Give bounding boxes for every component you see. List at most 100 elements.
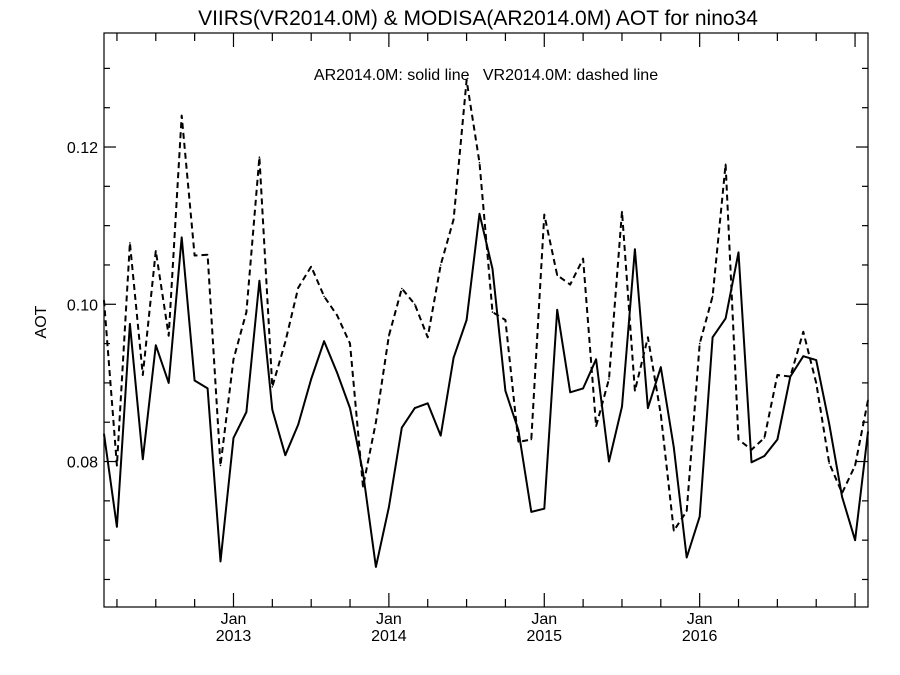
data-point-solid [245, 411, 248, 413]
data-point-dashed [608, 378, 610, 380]
data-point-solid [206, 387, 209, 390]
plot-frame [103, 32, 869, 608]
data-point-dashed [426, 336, 429, 339]
data-point-solid [556, 309, 558, 311]
data-point-solid [776, 438, 779, 441]
data-point-solid [854, 539, 856, 541]
data-point-solid [232, 437, 235, 439]
data-point-solid [737, 251, 740, 254]
data-point-dashed [375, 421, 377, 424]
data-point-dashed [621, 210, 623, 213]
data-point-solid [828, 423, 830, 425]
data-point-solid [219, 560, 222, 563]
data-point-dashed [219, 464, 222, 467]
data-point-solid [439, 434, 442, 437]
data-point-solid [621, 405, 623, 408]
data-point-dashed [245, 311, 248, 313]
x-tick-year-label: 2013 [216, 628, 252, 645]
data-point-solid [414, 407, 416, 409]
data-point-dashed [284, 341, 287, 343]
data-point-solid [608, 460, 610, 463]
y-tick-label: 0.12 [67, 140, 98, 157]
data-point-dashed [789, 375, 792, 378]
data-point-solid [685, 556, 688, 559]
data-point-dashed [530, 438, 533, 441]
data-point-solid [634, 248, 636, 250]
data-point-solid [802, 355, 805, 358]
data-point-solid [595, 358, 597, 361]
data-point-dashed [504, 319, 507, 321]
data-point-dashed [660, 413, 662, 416]
data-point-dashed [206, 253, 209, 256]
data-point-dashed [698, 342, 701, 345]
data-point-dashed [685, 510, 688, 512]
data-point-dashed [724, 163, 727, 166]
data-point-dashed [310, 265, 313, 268]
data-point-dashed [634, 390, 636, 392]
data-point-dashed [673, 529, 675, 532]
data-point-dashed [867, 399, 869, 402]
data-point-dashed [647, 336, 649, 339]
data-point-dashed [155, 250, 157, 252]
data-point-dashed [582, 257, 584, 260]
data-point-solid [763, 455, 766, 457]
data-point-solid [103, 433, 105, 435]
data-point-dashed [569, 283, 571, 286]
x-tick-year-label: 2014 [371, 628, 407, 645]
data-point-dashed [763, 437, 766, 439]
data-point-dashed [465, 79, 468, 81]
data-point-dashed [556, 274, 558, 277]
y-tick-label: 0.10 [67, 297, 98, 314]
data-point-solid [388, 506, 390, 508]
x-tick-month-label: Jan [687, 611, 713, 628]
data-point-dashed [167, 334, 170, 337]
data-point-dashed [103, 299, 105, 302]
data-point-dashed [737, 438, 740, 441]
data-point-solid [867, 430, 869, 433]
series-line-solid [103, 212, 869, 568]
data-point-solid [582, 387, 584, 390]
data-point-dashed [362, 485, 364, 488]
data-point-solid [271, 408, 274, 411]
data-point-dashed [193, 254, 196, 257]
data-point-solid [401, 426, 403, 429]
data-point-dashed [750, 448, 753, 451]
data-point-solid [647, 407, 649, 409]
x-tick-month-label: Jan [376, 611, 402, 628]
data-point-dashed [854, 464, 856, 467]
chart-title: VIIRS(VR2014.0M) & MODISA(AR2014.0M) AOT… [198, 7, 758, 30]
data-point-solid [673, 446, 675, 449]
data-point-solid [336, 371, 338, 374]
data-point-solid [129, 323, 131, 325]
data-point-solid [142, 458, 144, 461]
data-point-solid [323, 340, 325, 343]
data-point-dashed [439, 264, 442, 266]
data-point-dashed [349, 342, 351, 345]
x-tick-month-label: Jan [221, 611, 247, 628]
data-point-dashed [517, 441, 520, 443]
data-point-dashed [336, 314, 338, 317]
data-point-dashed [401, 287, 403, 290]
data-point-solid [452, 356, 455, 359]
data-point-solid [180, 236, 183, 239]
data-point-dashed [776, 374, 779, 376]
data-point-solid [543, 507, 546, 510]
data-point-solid [167, 382, 170, 384]
data-point-solid [815, 359, 817, 361]
data-point-solid [465, 319, 468, 321]
data-point-dashed [129, 242, 131, 244]
data-point-dashed [815, 382, 817, 384]
data-point-solid [569, 391, 571, 394]
data-point-solid [193, 379, 196, 382]
data-point-solid [284, 454, 287, 457]
data-point-dashed [180, 114, 183, 117]
data-point-solid [711, 336, 714, 339]
data-point-solid [375, 566, 377, 568]
data-point-solid [349, 407, 351, 409]
data-point-solid [155, 344, 157, 347]
data-point-solid [258, 279, 261, 282]
x-tick-year-label: 2015 [526, 628, 562, 645]
data-point-dashed [323, 295, 325, 298]
data-point-dashed [711, 295, 714, 298]
